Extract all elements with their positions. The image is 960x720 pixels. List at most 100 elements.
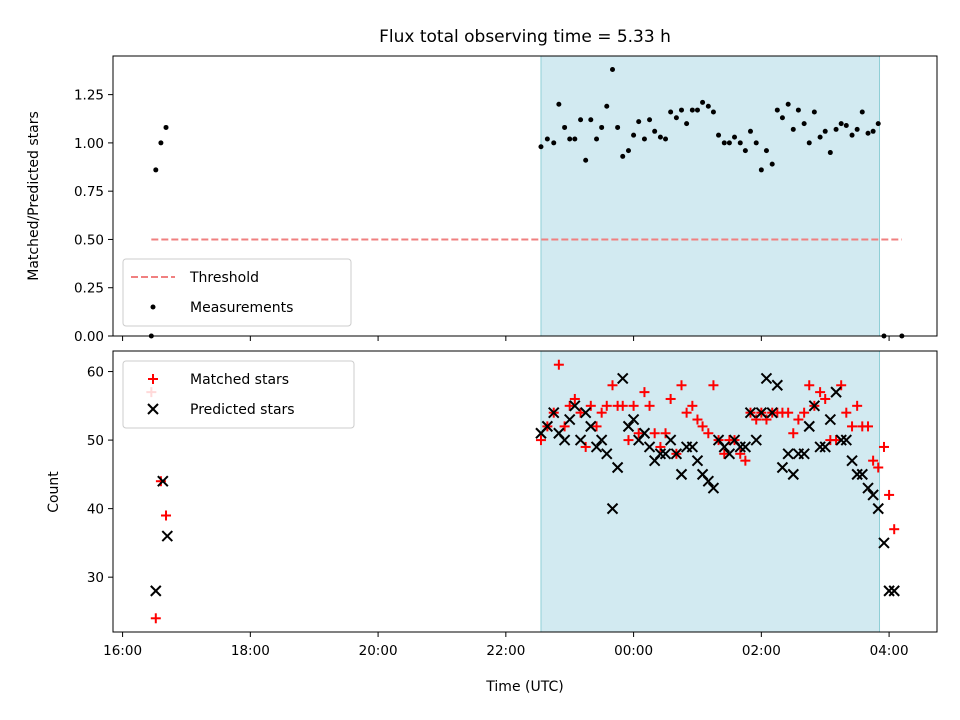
measurement-point [678,107,684,113]
x-stroke-b [766,406,778,419]
predicted-star-point [760,372,773,385]
x-stroke-b [601,448,613,460]
matched-star-point [820,393,831,404]
x-stroke-b [574,434,587,446]
predicted-star-point [558,434,571,446]
predicted-star-point [627,413,640,426]
predicted-star-point [824,413,837,426]
predicted-stars-points [150,372,900,597]
x-stroke-b [798,448,810,460]
predicted-star-point [888,585,900,597]
y-tick-label: 0.75 [74,184,104,200]
bottom-x-axis-ticks: 16:00 18:00 20:00 22:00 00:00 02:00 04:00 [103,632,909,659]
y-tick-label: 0.25 [74,281,104,297]
legend-matched-label: Matched stars [190,372,289,388]
x-tick-label: 16:00 [103,643,142,659]
predicted-star-point [574,434,587,446]
predicted-star-point [611,461,624,474]
predicted-star-point [755,406,768,419]
x-tick-label: 04:00 [870,643,909,659]
x-stroke-b [803,420,815,433]
x-stroke-b [712,434,725,446]
predicted-star-point [675,468,688,481]
measurement-point [859,109,865,115]
measurement-point [726,140,732,146]
predicted-star-point [878,537,890,549]
x-stroke-b [883,585,895,597]
measurement-point [753,140,759,146]
matched-star-point [623,435,634,446]
measurement-point [572,136,578,142]
matched-star-point [607,380,618,391]
matched-star-point [873,462,884,473]
matched-star-point [155,476,166,487]
ratio-legend-box [122,258,352,327]
measurement-point [710,109,716,115]
measurement-point [544,136,550,142]
measurement-point [705,103,711,109]
measurement-point [673,115,679,121]
x-stroke-b [846,454,858,467]
count-y-axis-label: Count [46,471,62,513]
predicted-star-point [622,420,635,433]
measurement-point [668,109,674,115]
matched-star-point [655,441,666,452]
predicted-star-point [856,468,868,481]
legend-predicted-swatch [147,403,159,415]
matched-star-point [681,407,692,418]
measurement-point [647,117,653,123]
measurement-point [604,103,610,109]
predicted-star-point [548,406,560,419]
x-stroke-b [739,441,752,453]
measurement-point [556,101,562,107]
measurement-point [779,115,785,121]
measurement-point [163,124,169,130]
x-stroke-b [718,441,731,453]
measurement-point [769,161,775,167]
measurement-point [785,101,791,107]
x-stroke-b [856,468,868,481]
measurement-point [838,121,844,127]
predicted-star-point [766,406,778,419]
y-tick-label: 0.00 [74,329,104,345]
measurement-point [562,124,568,130]
x-stroke-b [808,400,821,412]
predicted-star-point [601,448,613,460]
measurement-point [689,107,695,113]
predicted-star-point [569,400,581,412]
x-axis-label: Time (UTC) [485,679,563,695]
matched-star-point [596,407,607,418]
measurement-point [657,134,663,140]
y-tick-label: 60 [87,365,104,381]
x-stroke-b [161,530,174,542]
x-stroke-b [611,461,624,474]
x-stroke-b [819,441,831,453]
y-tick-label: 1.25 [74,88,104,104]
predicted-star-point [782,448,794,460]
y-tick-label: 50 [87,433,104,449]
matched-star-point [660,428,671,439]
measurement-point [615,124,621,130]
measurement-point [578,117,584,123]
matched-star-point [884,489,895,500]
measurement-point [694,107,700,113]
predicted-star-point [723,448,736,460]
x-stroke-b [728,434,741,446]
measurement-point [721,140,727,146]
predicted-star-point [659,448,672,460]
measurement-point [737,140,743,146]
predicted-star-point [851,468,863,481]
x-stroke-b [888,585,900,597]
legend-plus-marker [148,374,158,384]
x-stroke-b [622,420,635,433]
predicted-star-point [734,441,746,453]
x-tick-label: 22:00 [486,643,525,659]
measurement-point [790,126,796,132]
legend-matched-swatch [148,374,158,384]
x-stroke-b [553,427,565,439]
x-tick-label: 02:00 [742,643,781,659]
matched-star-point [687,400,698,411]
matched-star-point [564,400,575,411]
x-stroke-b [851,468,863,481]
measurement-point [684,121,690,127]
